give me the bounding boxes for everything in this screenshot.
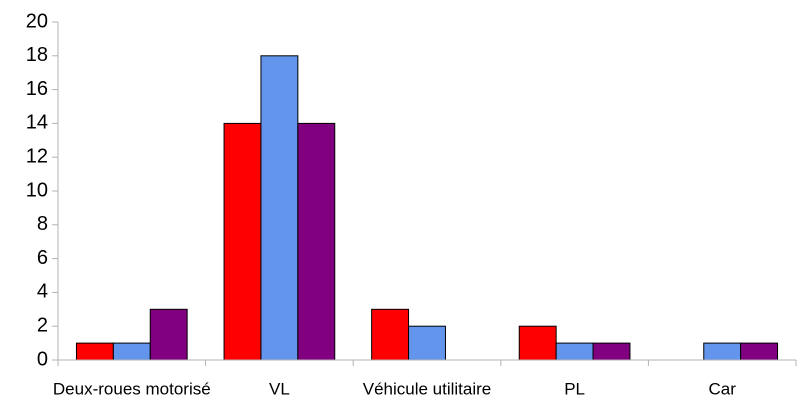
bar — [149, 308, 188, 361]
x-tick-label: Deux-roues motorisé — [53, 379, 211, 398]
bar — [555, 342, 594, 361]
y-tick-label: 10 — [26, 179, 48, 201]
y-tick-label: 6 — [37, 247, 48, 269]
bar — [518, 325, 557, 361]
bar — [260, 55, 299, 361]
y-tick-label: 12 — [26, 145, 48, 167]
bar — [371, 308, 410, 361]
bar — [223, 122, 262, 361]
y-tick-label: 18 — [26, 44, 48, 66]
y-tick-label: 4 — [37, 281, 48, 303]
y-tick-label: 16 — [26, 78, 48, 100]
bar — [112, 342, 151, 361]
y-tick-label: 0 — [37, 348, 48, 370]
bar — [408, 325, 446, 361]
y-tick-label: 20 — [26, 10, 48, 32]
bar — [703, 342, 742, 361]
bar — [75, 342, 114, 361]
y-tick-label: 8 — [37, 213, 48, 235]
bar — [592, 342, 631, 361]
x-tick-label: Car — [708, 379, 736, 398]
y-tick-label: 2 — [37, 314, 48, 336]
bar — [297, 122, 336, 361]
x-tick-label: VL — [269, 379, 290, 398]
x-tick-label: Véhicule utilitaire — [363, 379, 492, 398]
x-tick-label: PL — [564, 379, 585, 398]
bar — [740, 342, 779, 361]
y-tick-label: 14 — [26, 112, 48, 134]
